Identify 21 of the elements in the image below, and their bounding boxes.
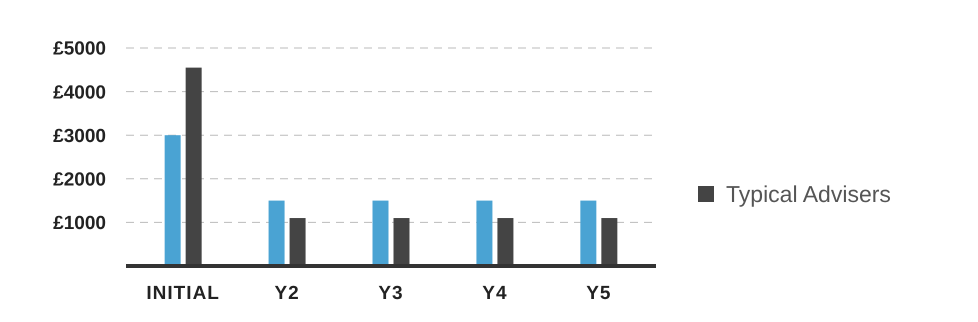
- bar: [186, 68, 202, 266]
- bar: [290, 218, 306, 266]
- bar: [164, 135, 181, 266]
- bar: [394, 218, 410, 266]
- x-tick-label: Y4: [482, 283, 508, 304]
- bar: [476, 200, 492, 266]
- y-tick-label: £2000: [53, 169, 106, 190]
- bar: [268, 200, 285, 266]
- legend-label: Typical Advisers: [726, 181, 891, 208]
- x-tick-label: Y5: [586, 283, 612, 304]
- bar: [372, 200, 388, 266]
- y-tick-label: £3000: [53, 126, 106, 147]
- y-tick-label: £4000: [53, 82, 106, 104]
- y-tick-label: £5000: [53, 38, 106, 60]
- bar: [497, 218, 514, 266]
- x-tick-label: INITIAL: [146, 283, 220, 304]
- y-tick-label: £1000: [53, 213, 106, 234]
- bar: [580, 200, 596, 266]
- x-tick-label: Y2: [274, 283, 300, 304]
- x-tick-label: Y3: [378, 283, 404, 304]
- bar: [601, 218, 618, 266]
